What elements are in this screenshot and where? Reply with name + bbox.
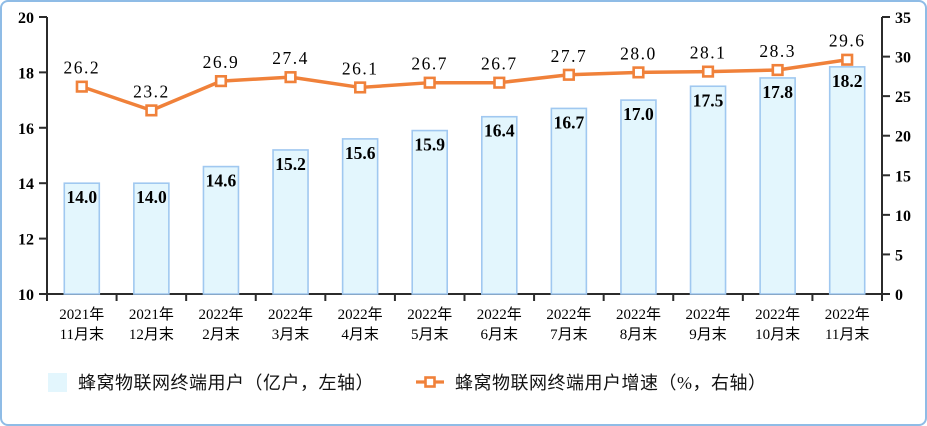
line-value-label: 26.7 (481, 54, 518, 74)
line-value-label: 28.1 (690, 43, 727, 63)
line-series-marker-icon (416, 376, 444, 388)
left-axis-tick-label: 14 (18, 176, 34, 193)
right-axis-tick-label: 15 (895, 168, 911, 185)
line-marker (771, 63, 784, 77)
line-marker (493, 76, 506, 89)
bar-value-label: 18.2 (832, 71, 863, 91)
bar (411, 129, 449, 295)
bar (202, 165, 240, 295)
right-axis-tick-label: 35 (895, 10, 911, 27)
line-marker (354, 81, 367, 94)
line-value-label: 29.6 (829, 31, 866, 51)
x-axis-category-label: 2021年 11月末 (59, 306, 104, 343)
x-axis-category-label: 2022年 6月末 (477, 306, 522, 343)
line-series-path (81, 58, 848, 113)
line-value-label: 26.1 (342, 58, 379, 78)
x-axis-category-label: 2022年 4月末 (338, 306, 383, 343)
bar (480, 115, 518, 295)
legend-item-line-series: 蜂窝物联网终端用户增速（%，右轴） (416, 369, 767, 395)
line-marker (284, 71, 297, 84)
bar (759, 77, 796, 295)
bar-value-label: 15.9 (414, 135, 445, 155)
left-axis-tick-label: 10 (18, 287, 34, 304)
line-value-label: 28.0 (620, 43, 657, 63)
legend: 蜂窝物联网终端用户（亿户，左轴） 蜂窝物联网终端用户增速（%，右轴） (2, 369, 925, 395)
left-axis-tick-label: 16 (18, 121, 34, 138)
left-axis-tick-label: 20 (18, 10, 34, 27)
line-marker (145, 104, 158, 117)
legend-label-line-series: 蜂窝物联网终端用户增速（%，右轴） (455, 373, 767, 393)
line-value-label: 28.3 (759, 41, 796, 61)
combo-chart: 10 12 14 16 18 20 0 5 10 15 20 25 30 35 14.0 14.0 14.6 15… (18, 10, 911, 343)
right-axis-tick-label: 0 (895, 287, 903, 304)
left-axis-tick-label: 12 (18, 232, 34, 249)
x-axis-category-label: 2022年 5月末 (407, 306, 452, 343)
right-axis-tick-label: 20 (895, 129, 911, 146)
line-value-label: 27.4 (272, 48, 309, 68)
line-marker (214, 75, 228, 88)
line-value-label: 26.9 (203, 52, 240, 72)
bar-value-label: 17.0 (623, 104, 654, 124)
bar (133, 182, 170, 295)
line-value-label: 23.2 (133, 81, 170, 101)
x-axis-category-label: 2022年 7月末 (546, 306, 591, 343)
x-axis-category-label: 2022年 8月末 (616, 306, 661, 343)
line-value-label: 26.2 (63, 58, 100, 78)
bar (620, 99, 657, 295)
legend-label-bar-series: 蜂窝物联网终端用户（亿户，左轴） (78, 373, 374, 393)
left-axis-tick-label: 18 (18, 65, 34, 82)
right-axis-tick-label: 25 (895, 89, 911, 106)
legend-item-bar-series: 蜂窝物联网终端用户（亿户，左轴） (48, 369, 374, 395)
bar-value-label: 14.0 (136, 187, 167, 207)
bar (63, 182, 101, 295)
bar-value-label: 15.2 (275, 154, 306, 174)
bar (828, 66, 866, 295)
right-axis-tick-label: 30 (895, 50, 911, 67)
bar-value-label: 17.5 (693, 90, 724, 110)
bar (550, 107, 588, 295)
line-value-label: 27.7 (551, 46, 588, 66)
bar-value-label: 14.6 (206, 171, 237, 191)
bar (689, 85, 727, 295)
x-axis-category-label: 2022年 9月末 (686, 306, 731, 343)
x-axis-category-label: 2022年 3月末 (268, 306, 313, 343)
bar (272, 149, 309, 295)
bar (341, 138, 379, 295)
bar-value-label: 17.8 (762, 82, 793, 102)
x-axis-category-label: 2022年 11月末 (825, 306, 870, 343)
bar-value-label: 16.7 (554, 112, 585, 132)
bar-value-label: 15.6 (345, 143, 376, 163)
line-marker (562, 68, 575, 81)
line-marker (701, 65, 715, 78)
line-marker (423, 76, 436, 89)
x-axis-category-label: 2022年 2月末 (198, 306, 243, 343)
line-value-label: 26.7 (411, 54, 448, 74)
right-axis-tick-label: 5 (895, 247, 903, 264)
line-marker (841, 53, 854, 66)
line-marker (75, 80, 88, 93)
x-axis-category-label: 2021年 12月末 (129, 306, 174, 343)
bar-series-swatch-icon (48, 372, 67, 392)
bar-value-label: 14.0 (66, 187, 97, 207)
bar-value-label: 16.4 (484, 121, 515, 141)
right-axis-tick-label: 10 (895, 208, 911, 225)
line-marker (632, 66, 645, 79)
x-axis-category-label: 2022年 10月末 (755, 306, 800, 343)
